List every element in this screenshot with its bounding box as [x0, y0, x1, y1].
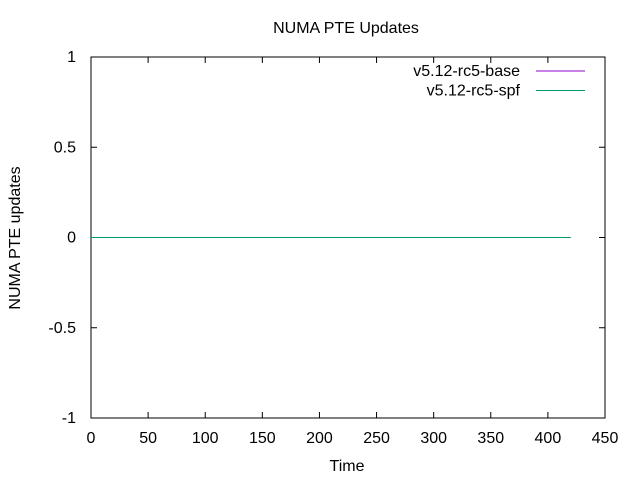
- x-tick-label: 450: [592, 430, 619, 447]
- x-axis-label: Time: [330, 458, 365, 475]
- x-tick-label: 0: [87, 430, 96, 447]
- x-tick-label: 350: [477, 430, 504, 447]
- y-ticks: -1 -0.5 0 0.5 1: [48, 49, 605, 427]
- x-tick-label: 400: [535, 430, 562, 447]
- legend-label-1: v5.12-rc5-spf: [427, 83, 521, 100]
- chart-title: NUMA PTE Updates: [273, 20, 419, 37]
- y-tick-label: -1: [62, 410, 76, 427]
- y-axis-label: NUMA PTE updates: [7, 166, 24, 309]
- x-tick-label: 100: [192, 430, 219, 447]
- x-tick-label: 50: [139, 430, 157, 447]
- x-tick-label: 200: [306, 430, 333, 447]
- y-tick-label: 1: [67, 49, 76, 66]
- x-tick-label: 150: [249, 430, 276, 447]
- legend: v5.12-rc5-base v5.12-rc5-spf: [413, 63, 585, 100]
- y-tick-label: -0.5: [48, 320, 76, 337]
- x-ticks: 0 50 100 150 200 250 300 350 400 450: [87, 57, 619, 447]
- x-tick-label: 300: [420, 430, 447, 447]
- legend-label-0: v5.12-rc5-base: [413, 63, 520, 80]
- y-tick-label: 0: [67, 230, 76, 247]
- y-tick-label: 0.5: [54, 139, 76, 156]
- x-tick-label: 250: [363, 430, 390, 447]
